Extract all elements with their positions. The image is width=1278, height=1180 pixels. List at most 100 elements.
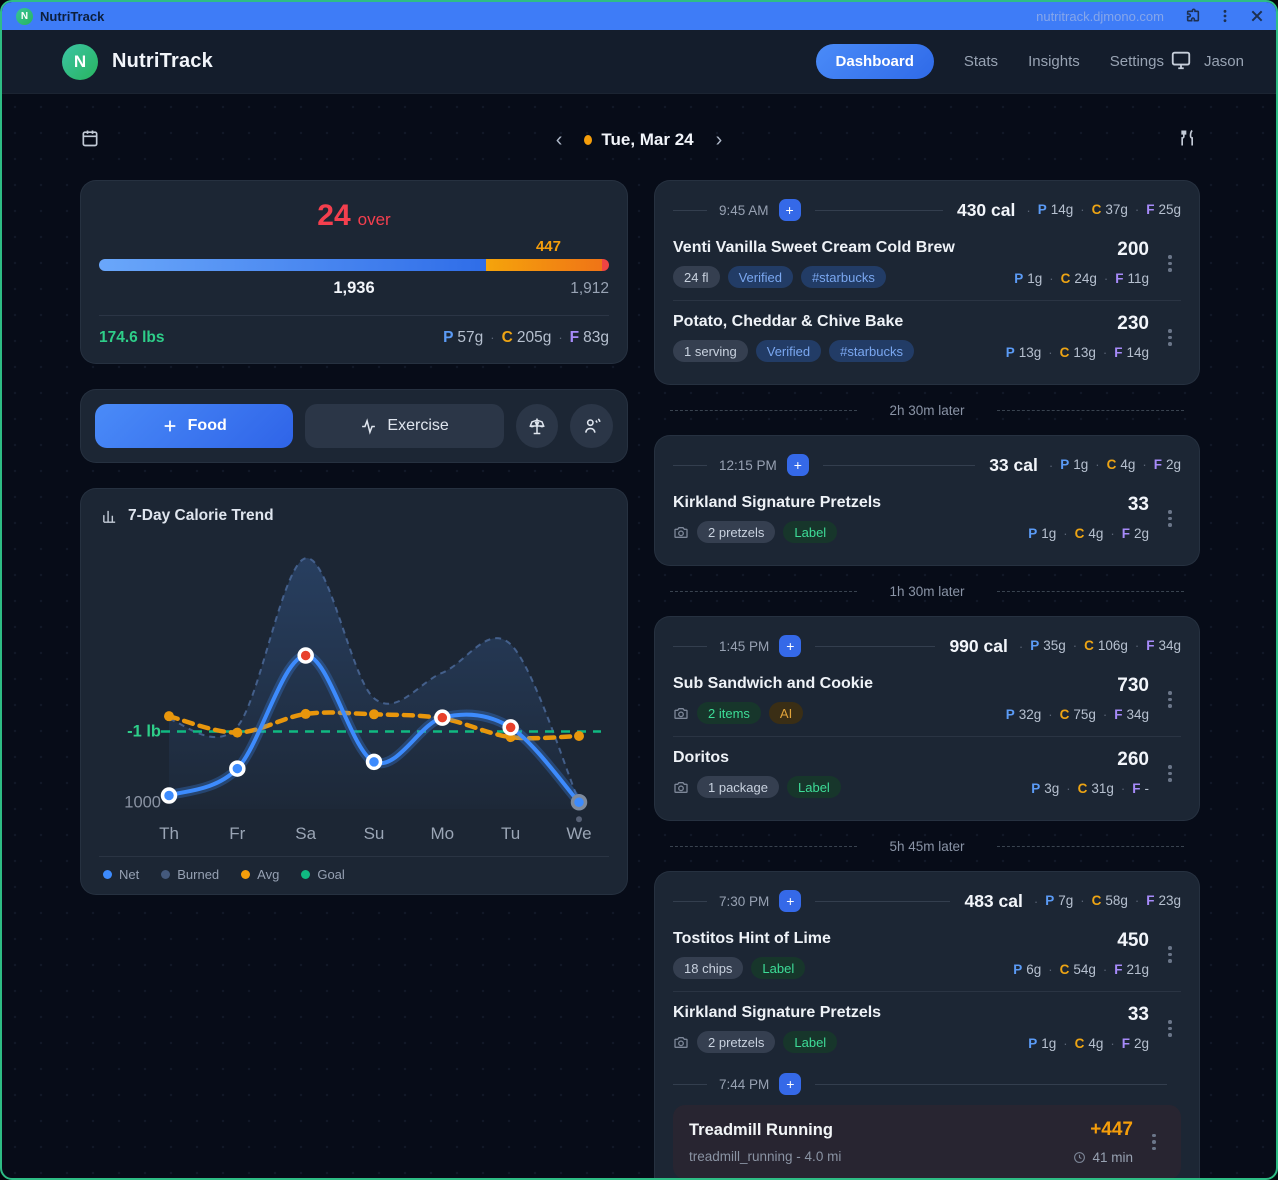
nav-settings[interactable]: Settings — [1109, 53, 1164, 70]
item-menu-button[interactable] — [1159, 1014, 1181, 1043]
meal-time: 7:30 PM — [719, 893, 770, 909]
add-entry-button[interactable]: + — [779, 1073, 802, 1095]
meal-card: 1:45 PM +990 cal · P 35g · C 106g · F 34g Sub Sandw… — [654, 616, 1200, 821]
current-date[interactable]: Tue, Mar 24 — [584, 130, 694, 150]
display-icon[interactable] — [1170, 49, 1192, 75]
header-line — [822, 464, 976, 466]
calorie-summary-card: 24 over 447 1,936 1,912 — [80, 180, 628, 364]
main-nav: Dashboard Stats Insights Settings — [815, 44, 1164, 79]
food-item-tags: 2 pretzels Label — [673, 521, 1016, 543]
macro-value: 83g — [583, 329, 609, 346]
food-item-values: 200 P 1g · C 24g · F 11g — [1014, 239, 1149, 288]
macro-letter: F — [1114, 345, 1123, 360]
browser-menu-icon[interactable] — [1216, 7, 1234, 25]
calorie-trend-chart: -1 lb 1000 Th Fr Sa Su Mo Tu We — [124, 557, 601, 843]
macro-letter: C — [501, 329, 513, 346]
extensions-icon[interactable] — [1184, 7, 1202, 25]
item-menu-button[interactable] — [1159, 759, 1181, 788]
item-menu-button[interactable] — [1159, 685, 1181, 714]
food-item-tags: 1 serving Verified #starbucks — [673, 340, 994, 362]
log-weight-button[interactable] — [515, 404, 559, 448]
add-entry-button[interactable]: + — [779, 890, 802, 912]
macro-value: 4g — [1120, 457, 1136, 472]
calendar-icon[interactable] — [80, 128, 100, 153]
add-entry-button[interactable]: + — [778, 199, 801, 221]
add-food-button[interactable]: Food — [95, 404, 294, 448]
macro-F: F 2g — [1122, 1036, 1149, 1051]
svg-text:-1 lb: -1 lb — [127, 722, 161, 740]
macro-value: 34g — [1158, 638, 1181, 653]
macro-value: 1g — [1041, 526, 1057, 541]
svg-text:Th: Th — [159, 824, 179, 843]
food-item-main: Doritos 1 package Label — [673, 749, 1019, 798]
macro-separator: · — [1103, 271, 1109, 286]
nav-stats[interactable]: Stats — [963, 53, 999, 70]
item-menu-button[interactable] — [1143, 1128, 1165, 1157]
meal-timeline: 9:45 AM +430 cal · P 14g · C 37g · F 25g Venti Vani… — [654, 180, 1200, 1178]
food-item-name: Potato, Cheddar & Chive Bake — [673, 313, 904, 330]
user-name[interactable]: Jason — [1203, 53, 1244, 70]
macro-letter: P — [1028, 526, 1038, 541]
macro-value: 34g — [1126, 707, 1149, 722]
macro-P: P 3g — [1031, 781, 1059, 796]
chart-title: 7-Day Calorie Trend — [128, 507, 274, 524]
macro-value: 2g — [1133, 526, 1149, 541]
add-exercise-button[interactable]: Exercise — [305, 404, 504, 448]
prev-day-button[interactable]: ‹ — [555, 128, 563, 151]
avg-point — [369, 709, 379, 720]
food-item-calories: 33 — [1127, 1004, 1149, 1025]
calorie-trend-card: 7-Day Calorie Trend -1 lb 1000 Th Fr Sa Su Mo T… — [80, 488, 628, 895]
macro-value: 24g — [1074, 271, 1097, 286]
meal-time-header: 7:30 PM +483 cal · P 7g · C 58g · F 23g — [673, 882, 1181, 918]
item-menu-button[interactable] — [1159, 504, 1181, 533]
food-item-tags: 2 items AI — [673, 702, 994, 724]
item-menu-button[interactable] — [1159, 940, 1181, 969]
macro-value: 13g — [1073, 345, 1096, 360]
macro-letter: C — [1074, 1036, 1085, 1051]
food-item-tags: 1 package Label — [673, 776, 1019, 798]
macro-value: 4g — [1088, 526, 1104, 541]
next-day-button[interactable]: › — [715, 128, 723, 151]
macro-separator: · — [1072, 638, 1078, 653]
meal-time: 9:45 AM — [719, 202, 769, 218]
macro-value: 1g — [1073, 457, 1089, 472]
scale-icon — [529, 418, 545, 435]
utensils-icon[interactable] — [1178, 128, 1198, 153]
time-gap-divider: 1h 30m later — [654, 566, 1200, 616]
macro-C: C 37g — [1092, 202, 1128, 217]
time-gap-divider: 5h 45m later — [654, 821, 1200, 871]
body-stats-button[interactable] — [570, 404, 613, 448]
svg-text:Mo: Mo — [431, 824, 455, 843]
macro-separator: · — [1095, 457, 1100, 472]
item-menu-button[interactable] — [1159, 323, 1181, 352]
macro-value: 3g — [1044, 781, 1060, 796]
add-entry-button[interactable]: + — [786, 454, 809, 476]
food-progress-segment — [99, 259, 486, 271]
meal-card: 12:15 PM +33 cal · P 1g · C 4g · F 2g Kirkland Sign… — [654, 435, 1200, 566]
macro-value: 25g — [1158, 202, 1181, 217]
meal-total-macros: P 14g · C 37g · F 25g — [1038, 201, 1181, 219]
food-item-values: 260 P 3g · C 31g · F - — [1031, 749, 1149, 798]
macros: P 32g · C 75g · F 34g — [1006, 706, 1149, 723]
macro-value: 58g — [1105, 893, 1128, 908]
avg-point — [300, 708, 311, 719]
item-menu-button[interactable] — [1159, 249, 1181, 278]
window-title: NutriTrack — [40, 8, 105, 24]
food-item-main: Kirkland Signature Pretzels 2 pretzels Lab… — [673, 1004, 1016, 1053]
nav-insights[interactable]: Insights — [1028, 53, 1080, 70]
macro-P: P 1g — [1028, 526, 1056, 541]
macro-C: C 24g — [1061, 271, 1097, 286]
macro-value: 14g — [1126, 345, 1149, 360]
macro-letter: P — [1014, 271, 1024, 286]
add-entry-button[interactable]: + — [779, 635, 802, 657]
food-item-name: Tostitos Hint of Lime — [673, 930, 831, 947]
food-item-calories: 33 — [1127, 494, 1149, 515]
exercise-row: Treadmill Running treadmill_running - 4.0… — [673, 1105, 1181, 1178]
macro-separator: · — [1048, 457, 1054, 473]
close-icon[interactable] — [1248, 7, 1266, 25]
exercise-calories: +447 — [1090, 1119, 1133, 1140]
today-marker-dot — [576, 816, 582, 823]
nav-dashboard[interactable]: Dashboard — [815, 44, 934, 79]
macro-value: 2g — [1133, 1036, 1149, 1051]
